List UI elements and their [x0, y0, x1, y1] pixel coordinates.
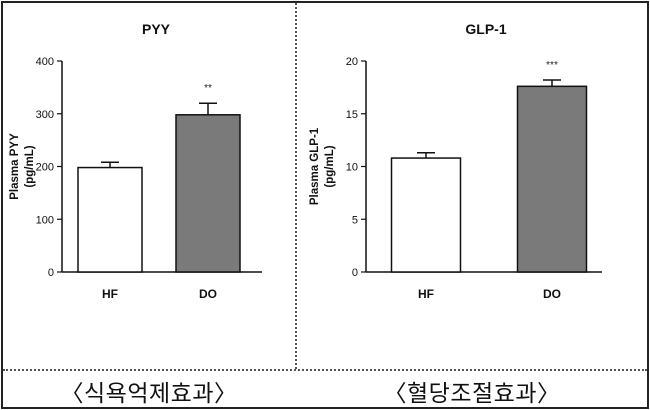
chart-title-0: PYY [142, 21, 171, 37]
caption-left: 〈식욕억제효과〉 [60, 381, 238, 407]
y-axis-label-1: Plasma GLP-1 [309, 127, 321, 205]
horizontal-divider [3, 369, 647, 371]
vertical-divider [295, 3, 297, 369]
y-tick-label-1-2: 10 [346, 162, 358, 174]
y-tick-label-1-3: 15 [346, 109, 358, 121]
y-axis-label-0: Plasma PYY [9, 133, 21, 200]
bar-hf-0 [77, 166, 143, 273]
y-tick-label-0-2: 200 [36, 162, 54, 174]
chart-title-1: GLP-1 [465, 21, 506, 37]
category-label-1-0: HF [418, 287, 434, 301]
significance-marker-1-1: *** [546, 60, 558, 71]
y-tick-label-0-0: 0 [48, 267, 54, 279]
bar-hf-1 [390, 157, 462, 273]
y-tick-label-0-4: 400 [36, 56, 54, 68]
category-label-0-0: HF [102, 287, 118, 301]
category-label-1-1: DO [543, 287, 561, 301]
y-tick-label-1-4: 20 [346, 56, 358, 68]
y-tick-label-1-0: 0 [352, 267, 358, 279]
y-tick-label-0-3: 300 [36, 109, 54, 121]
y-tick-label-1-1: 5 [352, 214, 358, 226]
category-label-0-1: DO [199, 287, 217, 301]
significance-marker-0-1: ** [204, 83, 212, 94]
y-axis-unit-0: (pg/mL) [24, 145, 36, 187]
caption-right: 〈혈당조절효과〉 [383, 381, 561, 407]
bar-do-0 [175, 114, 241, 273]
y-tick-label-0-1: 100 [36, 214, 54, 226]
y-axis-unit-1: (pg/mL) [324, 145, 336, 187]
bar-do-1 [516, 85, 588, 273]
